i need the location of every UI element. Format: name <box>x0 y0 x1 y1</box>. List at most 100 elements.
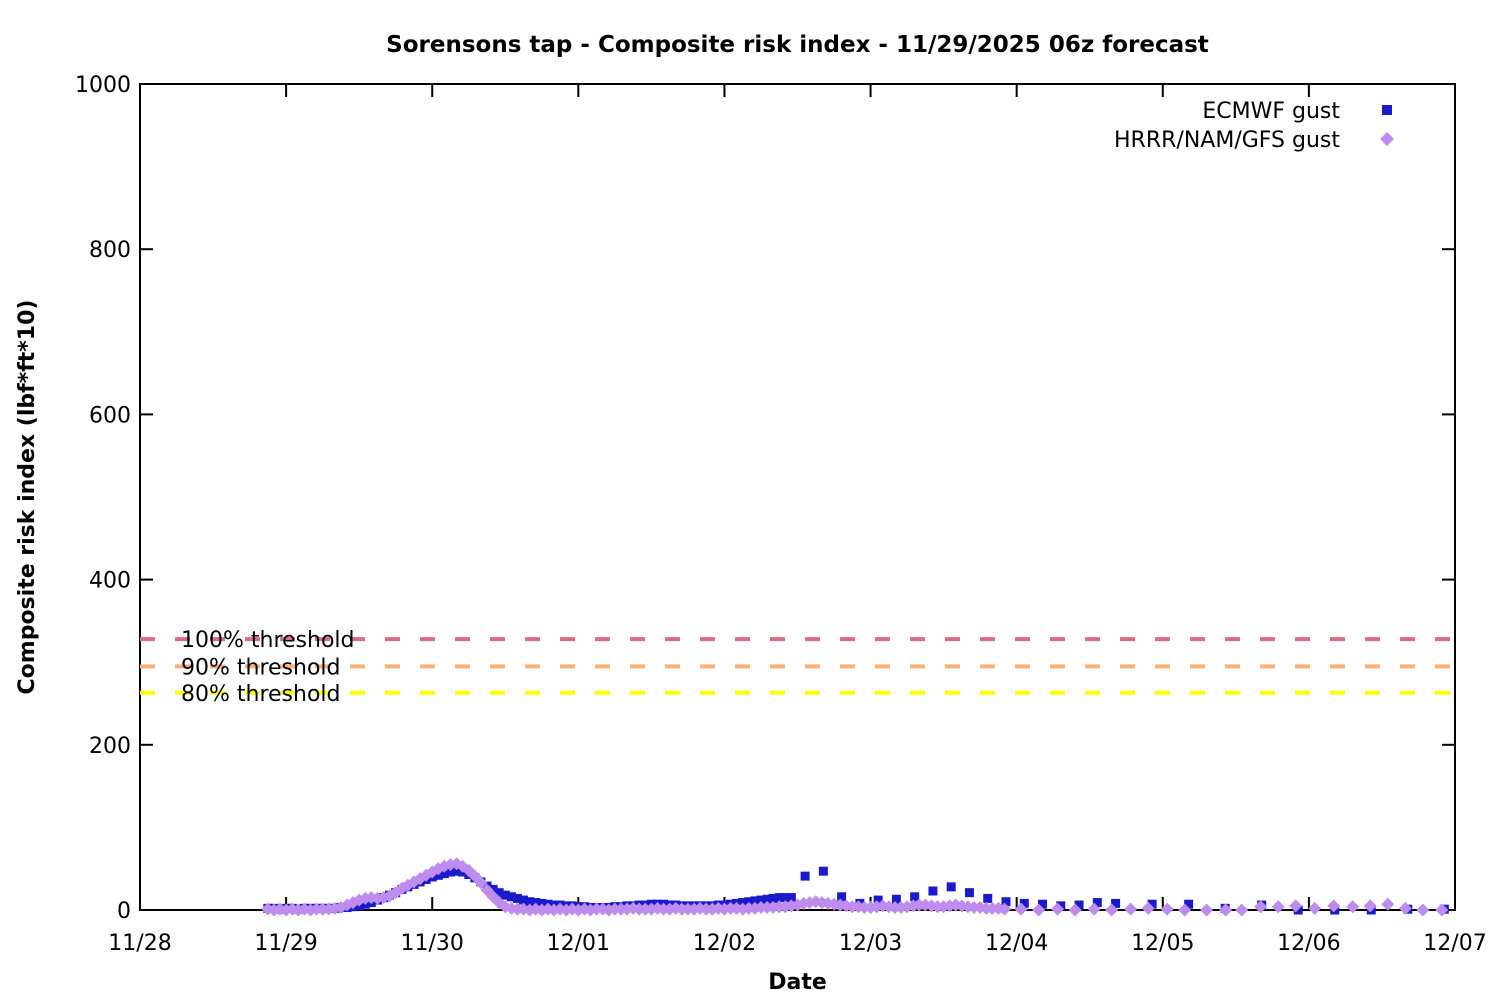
y-axis: 0 200 400 600 800 1000 <box>75 73 1455 924</box>
x-tick-label: 12/04 <box>985 931 1048 956</box>
data-point-diamond <box>1398 901 1412 915</box>
data-point-diamond <box>1254 900 1268 914</box>
legend-marker-ecmwf <box>1382 105 1392 115</box>
data-point-square <box>800 871 810 881</box>
data-point-square <box>531 898 541 908</box>
y-tick-label: 800 <box>89 238 131 263</box>
data-point-square <box>1056 901 1066 911</box>
threshold-label: 90% threshold <box>181 655 341 680</box>
data-point-square <box>756 895 766 905</box>
data-point-square <box>1038 899 1048 909</box>
data-point-square <box>744 897 754 907</box>
data-point-square <box>780 893 790 903</box>
series-hrrr-nam-gfs <box>261 857 1449 917</box>
data-point-square <box>433 870 443 880</box>
data-point-square <box>983 893 993 903</box>
x-axis: 11/28 11/29 11/30 12/01 12/02 12/03 12/04 12/05… <box>108 84 1487 956</box>
y-tick-label: 0 <box>117 899 131 924</box>
data-point-square <box>964 888 974 898</box>
data-point-square <box>928 886 938 896</box>
x-axis-title: Date <box>768 970 827 995</box>
x-tick-label: 11/29 <box>254 931 317 956</box>
data-point-diamond <box>998 902 1012 916</box>
y-tick-label: 200 <box>89 734 131 759</box>
data-point-diamond <box>1141 901 1155 915</box>
data-point-diamond <box>1087 902 1101 916</box>
data-point-diamond <box>1160 902 1174 916</box>
data-point-square <box>1147 899 1157 909</box>
data-point-square <box>1019 898 1029 908</box>
data-point-diamond <box>1327 899 1341 913</box>
data-point-diamond <box>1105 903 1119 917</box>
data-point-square <box>494 888 504 898</box>
x-tick-label: 12/07 <box>1423 931 1486 956</box>
plot-border <box>139 83 1456 911</box>
y-axis-title: Composite risk index (lbf*ft*10) <box>15 300 40 695</box>
x-tick-label: 11/30 <box>401 931 464 956</box>
data-point-square <box>946 882 956 892</box>
data-point-diamond <box>1032 903 1046 917</box>
data-point-square <box>1293 905 1303 915</box>
legend: ECMWF gust HRRR/NAM/GFS gust <box>1114 99 1394 153</box>
data-point-square <box>891 894 901 904</box>
data-point-square <box>1111 898 1121 908</box>
data-point-square <box>525 897 535 907</box>
x-tick-label: 12/06 <box>1277 931 1340 956</box>
y-tick-label: 1000 <box>75 73 131 98</box>
data-point-square <box>519 895 529 905</box>
data-point-diamond <box>1200 903 1214 917</box>
data-point-diamond <box>1068 903 1082 917</box>
threshold-label: 100% threshold <box>181 628 355 653</box>
data-point-square <box>439 869 449 879</box>
legend-marker-hrrr-nam-gfs <box>1380 132 1394 146</box>
data-point-square <box>445 867 455 877</box>
data-point-square <box>818 866 828 876</box>
data-point-diamond <box>474 876 488 890</box>
data-point-diamond <box>1416 903 1430 917</box>
data-point-diamond <box>1219 903 1233 917</box>
data-point-diamond <box>1435 903 1449 917</box>
data-point-diamond <box>1363 899 1377 913</box>
data-point-square <box>537 898 547 908</box>
data-point-square <box>750 896 760 906</box>
data-point-diamond <box>1178 903 1192 917</box>
x-tick-label: 12/01 <box>547 931 610 956</box>
data-point-square <box>774 893 784 903</box>
data-point-diamond <box>1346 900 1360 914</box>
data-point-square <box>1184 899 1194 909</box>
data-point-square <box>873 895 883 905</box>
data-point-square <box>837 892 847 902</box>
x-tick-label: 12/03 <box>839 931 902 956</box>
chart-title: Sorensons tap - Composite risk index - 1… <box>386 32 1209 58</box>
x-tick-label: 12/05 <box>1131 931 1194 956</box>
data-point-diamond <box>1051 902 1065 916</box>
x-tick-label: 11/28 <box>108 931 171 956</box>
data-point-square <box>500 890 510 900</box>
threshold-label: 80% threshold <box>181 682 341 707</box>
y-tick-label: 600 <box>89 403 131 428</box>
data-point-square <box>1074 900 1084 910</box>
data-point-square <box>786 893 796 903</box>
data-point-diamond <box>1381 897 1395 911</box>
legend-label-hrrr-nam-gfs: HRRR/NAM/GFS gust <box>1114 128 1340 153</box>
data-point-square <box>762 894 772 904</box>
data-point-square <box>506 892 516 902</box>
x-tick-label: 12/02 <box>693 931 756 956</box>
data-point-square <box>910 892 920 902</box>
data-point-square <box>1092 898 1102 908</box>
legend-label-ecmwf: ECMWF gust <box>1202 99 1340 124</box>
data-point-diamond <box>1235 903 1249 917</box>
data-point-diamond <box>1124 902 1138 916</box>
data-point-square <box>738 898 748 908</box>
data-point-square <box>488 884 498 894</box>
data-point-diamond <box>1014 902 1028 916</box>
data-point-square <box>512 893 522 903</box>
data-point-square <box>1001 897 1011 907</box>
data-point-square <box>452 866 462 876</box>
data-point-diamond <box>1289 899 1303 913</box>
data-point-square <box>768 893 778 903</box>
data-point-diamond <box>1308 901 1322 915</box>
